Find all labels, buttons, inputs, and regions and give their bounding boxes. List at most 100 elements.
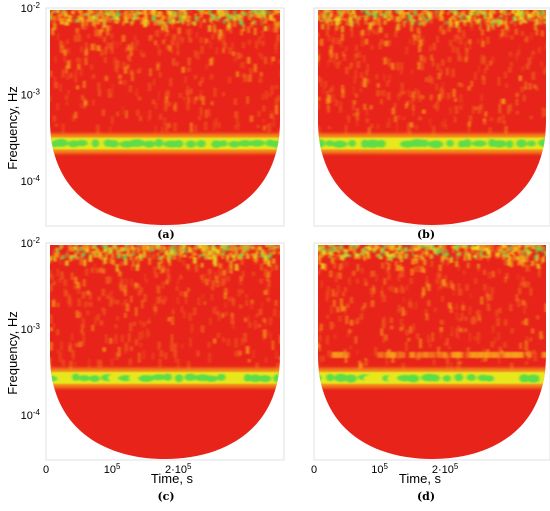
heatmap-cell: [66, 18, 70, 26]
heatmap-cell: [217, 249, 222, 256]
heatmap-cell: [134, 339, 138, 346]
heatmap-cell: [130, 21, 132, 25]
heatmap-cell: [413, 37, 416, 45]
heatmap-cell: [121, 249, 124, 253]
heatmap-cell: [88, 358, 90, 369]
heatmap-cell: [254, 27, 256, 36]
heatmap-cell: [547, 323, 549, 328]
heatmap-cell: [237, 266, 240, 272]
heatmap-cell: [481, 246, 485, 250]
heatmap-cell: [214, 251, 216, 255]
heatmap-cell: [414, 265, 418, 273]
heatmap-cell: [448, 56, 451, 63]
heatmap-cell: [143, 10, 145, 14]
heatmap-cell: [487, 249, 491, 253]
heatmap-cell: [467, 347, 470, 352]
heatmap-cell: [271, 85, 274, 95]
heatmap-cell: [226, 267, 228, 274]
heatmap-cell: [377, 245, 381, 249]
heatmap-cell: [205, 12, 209, 15]
heatmap-cell: [345, 10, 347, 14]
heatmap-cell: [280, 243, 282, 248]
heatmap-cell: [256, 124, 260, 128]
heatmap-cell: [416, 333, 420, 340]
heatmap-cell: [390, 253, 393, 257]
heatmap-cell: [178, 17, 182, 23]
heatmap-cell: [171, 334, 173, 344]
heatmap-cell: [168, 14, 171, 19]
heatmap-cell: [472, 13, 476, 16]
heatmap-cell: [204, 37, 206, 46]
heatmap-cell: [439, 245, 442, 248]
heatmap-cell: [203, 18, 206, 23]
heatmap-cell: [346, 250, 348, 256]
heatmap-cell: [429, 45, 431, 52]
heatmap-cell: [456, 47, 459, 54]
heatmap-cell: [458, 26, 461, 33]
heatmap-cell: [65, 94, 69, 101]
heatmap-cell: [125, 342, 128, 351]
heatmap-cell: [81, 318, 85, 328]
heatmap-cell: [534, 259, 537, 266]
heatmap-cell: [119, 247, 123, 252]
heatmap-cell: [447, 257, 451, 264]
heatmap-cell: [537, 12, 540, 19]
heatmap-cell: [159, 295, 162, 303]
heatmap-cell: [216, 311, 220, 316]
heatmap-cell: [526, 63, 530, 70]
heatmap-cell: [56, 252, 60, 258]
heatmap-cell: [456, 312, 458, 320]
heatmap-cell: [452, 246, 455, 253]
y-tick-label: 10-4: [21, 173, 41, 188]
heatmap-cell: [142, 330, 144, 339]
heatmap-cell: [263, 318, 266, 323]
heatmap-cell: [326, 314, 329, 319]
heatmap-cell: [405, 103, 408, 109]
heatmap-cell: [187, 18, 190, 27]
heatmap-cell: [424, 252, 427, 255]
heatmap-cell: [97, 19, 100, 25]
heatmap-cell: [116, 315, 119, 321]
heatmap-cell: [469, 332, 471, 342]
heatmap-cell: [321, 23, 325, 30]
heatmap-cell: [332, 299, 334, 306]
heatmap-cell: [65, 13, 68, 17]
heatmap-cell: [388, 262, 390, 271]
heatmap-cell: [113, 57, 117, 65]
heatmap-cell: [436, 63, 440, 71]
heatmap-cell: [274, 44, 278, 50]
heatmap-cell: [201, 278, 205, 283]
band-blob: [539, 374, 546, 383]
heatmap-cell: [200, 21, 202, 29]
heatmap-cell: [180, 245, 184, 250]
heatmap-cell: [470, 246, 473, 250]
heatmap-cell: [377, 123, 379, 130]
heatmap-cell: [370, 288, 373, 295]
heatmap-cell: [387, 254, 390, 260]
heatmap-cell: [174, 34, 177, 41]
heatmap-cell: [280, 10, 281, 17]
heatmap-cell: [166, 44, 170, 50]
heatmap-cell: [170, 246, 173, 251]
heatmap-cell: [98, 89, 101, 97]
heatmap-cell: [350, 319, 353, 326]
heatmap-cell: [440, 15, 444, 21]
heatmap-cell: [477, 351, 490, 358]
heatmap-cell: [136, 16, 139, 21]
panels-group: 10-210-310-4(a) (b)10-210-310-40 105 2·105(…: [21, 1, 550, 503]
heatmap-cell: [69, 247, 71, 252]
heatmap-cell: [467, 86, 471, 91]
heatmap-cell: [539, 21, 541, 25]
heatmap-cell: [241, 17, 243, 21]
heatmap-cell: [134, 282, 138, 288]
heatmap-cell: [458, 37, 462, 45]
heatmap-cell: [94, 44, 97, 52]
heatmap-cell: [470, 292, 472, 299]
heatmap-cell: [406, 284, 408, 291]
heatmap-cell: [421, 257, 425, 265]
heatmap-cell: [320, 78, 323, 87]
heatmap-cell: [140, 287, 143, 293]
heatmap-cell: [441, 59, 445, 67]
heatmap-cell: [350, 30, 354, 38]
heatmap-cell: [437, 94, 439, 99]
